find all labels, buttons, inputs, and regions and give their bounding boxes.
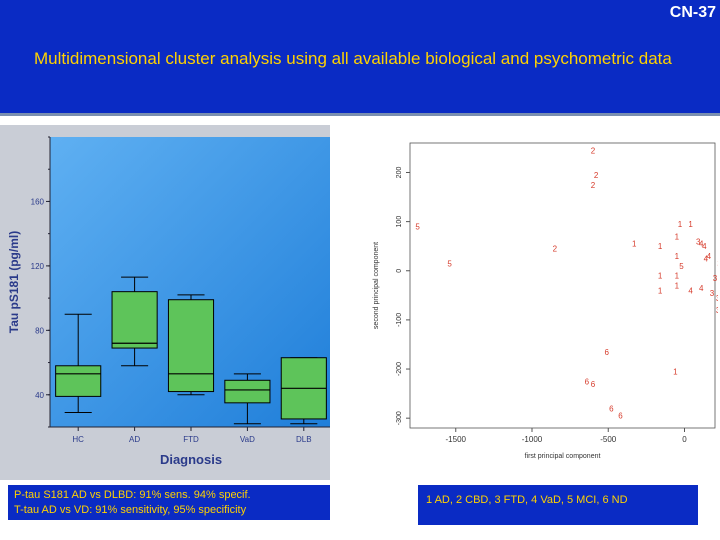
scatter-point-label: 4: [699, 284, 704, 293]
x-tick-label-FTD: FTD: [183, 435, 199, 444]
scatter-point-label: 5: [679, 262, 684, 271]
scatter-point-label: 5: [415, 223, 420, 232]
scatter-point-label: 1: [675, 272, 680, 281]
caption-cluster-text: 1 AD, 2 CBD, 3 FTD, 4 VaD, 5 MCI, 6 ND: [426, 494, 628, 506]
scatter-point-label: 2: [591, 146, 596, 155]
slide-header: CN-37 Multidimensional cluster analysis …: [0, 0, 720, 113]
y-tick-label: -100: [396, 313, 403, 327]
scatter-point-label: 4: [702, 242, 707, 251]
scatter-point-label: 1: [673, 367, 678, 376]
scatter-point-label: 1: [658, 272, 663, 281]
header-divider: [0, 113, 720, 116]
scatter-point-label: 2: [553, 245, 558, 254]
y-tick-label: 120: [31, 262, 45, 271]
scatter-point-label: 1: [658, 286, 663, 295]
scatter-point-label: 4: [704, 254, 709, 263]
scatter-point-label: 6: [585, 377, 590, 386]
slide-code: CN-37: [669, 4, 716, 21]
caption-sensitivity: P-tau S181 AD vs DLBD: 91% sens. 94% spe…: [8, 485, 330, 520]
x-tick-label-AD: AD: [129, 435, 140, 444]
plot-area: [409, 142, 716, 429]
scatter-point-label: 1: [675, 232, 680, 241]
scatter-point-label: 3: [710, 289, 715, 298]
y-tick-label: -200: [396, 362, 403, 376]
x-tick-label: -1000: [522, 435, 543, 444]
y-tick-label: 100: [396, 216, 403, 228]
x-tick-label: -500: [600, 435, 617, 444]
scatter-point-label: 3: [717, 259, 718, 268]
x-tick-label-DLB: DLB: [296, 435, 312, 444]
scatter-point-label: 1: [678, 220, 683, 229]
scatter-point-label: 1: [675, 282, 680, 291]
caption-line-2: T-tau AD vs VD: 91% sensitivity, 95% spe…: [14, 504, 247, 516]
caption-cluster-legend: 1 AD, 2 CBD, 3 FTD, 4 VaD, 5 MCI, 6 ND: [418, 485, 698, 525]
scatter-point-label: 4: [699, 240, 704, 249]
boxplot-chart: 40 80 120 160 Tau pS181 (pg/ml) HC AD FTD VaD DLB…: [0, 125, 330, 480]
scatter-point-label: 6: [604, 348, 609, 357]
scatter-point-label: 6: [609, 404, 614, 413]
box-AD: [111, 291, 158, 349]
y-tick-label: 40: [35, 391, 44, 400]
scatter-point-label: 2: [594, 171, 599, 180]
scatter-point-label: 3: [713, 274, 718, 283]
scatter-point-label: 4: [707, 252, 712, 261]
y-tick-label: 0: [396, 269, 403, 273]
x-axis-label: Diagnosis: [160, 452, 222, 467]
scatter-point-label: 3: [716, 294, 718, 303]
x-tick-label: 0: [682, 435, 687, 444]
scatter-point-label: 1: [688, 220, 693, 229]
scatter-point-label: 3: [696, 237, 701, 246]
caption-line-1: P-tau S181 AD vs DLBD: 91% sens. 94% spe…: [14, 489, 251, 501]
scatter-point-label: 2: [591, 181, 596, 190]
y-tick-label: 200: [396, 167, 403, 179]
y-tick-label: 80: [35, 326, 44, 335]
box-FTD: [167, 299, 215, 393]
y-axis-label: Tau pS181 (pg/ml): [7, 231, 21, 333]
scatter-point-label: 6: [591, 380, 596, 389]
scatter-point-label: 1: [632, 240, 637, 249]
pca-scatter-chart: -1500 -1000 -500 0 200 100 0 -100 -200 -300 first …: [373, 142, 718, 460]
slide-title: Multidimensional cluster analysis using …: [34, 49, 672, 68]
scatter-point-label: 1: [658, 242, 663, 251]
x-tick-label-HC: HC: [72, 435, 84, 444]
y-axis-label: second principal component: [373, 242, 380, 329]
x-axis-label: first principal component: [525, 453, 601, 460]
scatter-point-label: 4: [688, 286, 693, 295]
scatter-point-label: 6: [618, 412, 623, 421]
x-tick-label-VaD: VaD: [240, 435, 255, 444]
box-HC: [55, 365, 102, 397]
scatter-point-label: 5: [447, 259, 452, 268]
y-tick-label: 160: [31, 197, 45, 206]
scatter-point-label: 3: [716, 306, 718, 315]
x-tick-label: -1500: [446, 435, 467, 444]
box-VaD: [224, 379, 271, 404]
scatter-point-label: 1: [675, 252, 680, 261]
y-tick-label: -300: [396, 411, 403, 425]
